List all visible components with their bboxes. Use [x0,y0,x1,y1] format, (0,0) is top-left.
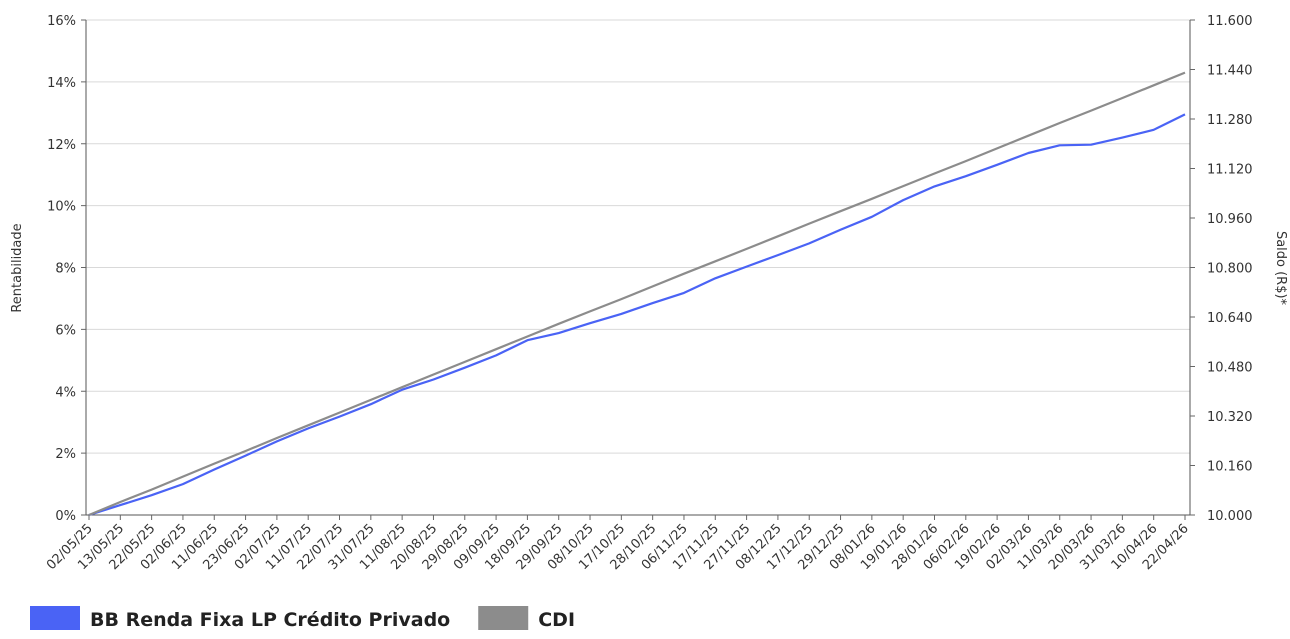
y2-tick-label: 11.120 [1207,163,1253,178]
series-line-0 [88,113,1186,517]
legend-label: CDI [538,609,575,631]
y-tick-label: 4% [55,385,76,400]
series-lines [88,71,1186,517]
y2-tick-label: 10.160 [1207,460,1253,475]
y-tick-label: 6% [55,323,76,338]
x-axis-ticks: 02/05/2513/05/2522/05/2502/06/2511/06/25… [44,515,1192,573]
y2-tick-label: 11.280 [1207,113,1253,128]
y-tick-label: 16% [47,14,76,29]
grid-lines [86,19,1190,516]
series-line-1 [88,71,1186,517]
legend-swatch [30,606,80,630]
y2-tick-label: 10.960 [1207,212,1253,227]
legend: BB Renda Fixa LP Crédito Privado CDI [30,606,575,631]
right-y-axis-title: Saldo (R$)* [1273,231,1288,306]
y-tick-label: 14% [47,76,76,91]
y2-tick-label: 10.000 [1207,509,1253,524]
left-y-axis-title: Rentabilidade [10,223,25,312]
y-tick-label: 12% [47,138,76,153]
legend-label: BB Renda Fixa LP Crédito Privado [90,609,450,631]
y2-tick-label: 10.640 [1207,311,1253,326]
right-y-axis-ticks: 10.000 10.160 10.320 10.480 10.640 10.800 10.9… [1190,14,1253,524]
y2-tick-label: 11.600 [1207,14,1253,29]
y-tick-label: 2% [55,447,76,462]
y2-tick-label: 11.440 [1207,64,1253,79]
y2-tick-label: 10.800 [1207,262,1253,277]
left-y-axis-ticks: 0% 2% 4% 6% 8% 10% 12% 14% 16% [47,14,86,524]
y-tick-label: 8% [55,262,76,277]
y2-tick-label: 10.320 [1207,410,1253,425]
legend-swatch [478,606,529,630]
y-tick-label: 0% [55,509,76,524]
y-tick-label: 10% [47,200,76,215]
y2-tick-label: 10.480 [1207,361,1253,376]
